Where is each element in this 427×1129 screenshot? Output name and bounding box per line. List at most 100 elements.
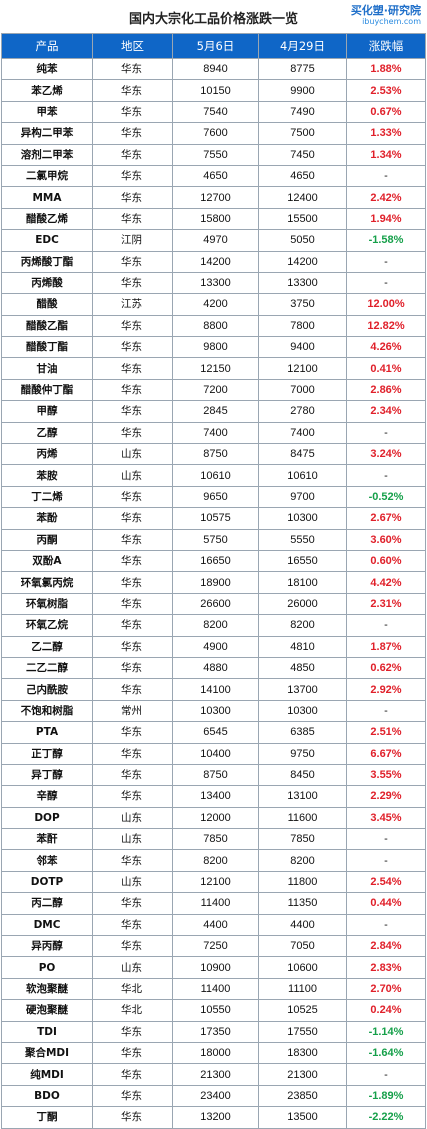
table-row: 不饱和树脂 常州 10300 10300-	[1, 699, 426, 723]
price-apr29-cell: 7450	[258, 143, 347, 166]
change-cell: -1.14%	[346, 1020, 426, 1043]
table-row: 二乙二醇 华东 4880 4850 0.62%	[1, 656, 426, 680]
product-cell: 苯酚	[1, 507, 93, 530]
change-cell: 0.67%	[346, 100, 426, 124]
price-apr29-cell: 8775	[258, 57, 347, 81]
product-cell: TDI	[1, 1020, 93, 1043]
change-cell: -2.22%	[346, 1106, 426, 1129]
price-apr29-cell: 26000	[258, 592, 347, 616]
change-cell: 0.62%	[346, 656, 426, 680]
price-apr29-cell: 18300	[258, 1041, 347, 1065]
table-row: 环氧乙烷 华东 8200 8200-	[1, 614, 426, 637]
table-row: 环氧树脂 华东 26600 26000 2.31%	[1, 592, 426, 616]
price-may6-cell: 2845	[172, 400, 259, 423]
change-cell: 2.31%	[346, 592, 426, 616]
region-cell: 华东	[92, 122, 173, 145]
price-may6-cell: 8750	[172, 443, 259, 466]
change-cell: 2.29%	[346, 785, 426, 808]
product-cell: 苯酐	[1, 828, 93, 851]
region-cell: 华东	[92, 250, 173, 273]
table-row: 苯乙烯 华东 10150 9900 2.53%	[1, 79, 426, 102]
table-row: TDI 华东 17350 17550 -1.14%	[1, 1020, 426, 1043]
price-may6-cell: 18900	[172, 571, 259, 594]
table-row: 醋酸仲丁酯 华东 7200 7000 2.86%	[1, 378, 426, 402]
table-row: 丙二醇 华东 11400 11350 0.44%	[1, 892, 426, 915]
product-cell: 甲苯	[1, 100, 93, 124]
change-cell: -	[346, 849, 426, 872]
product-cell: 苯乙烯	[1, 79, 93, 102]
region-cell: 华东	[92, 378, 173, 402]
product-cell: 乙醇	[1, 421, 93, 445]
change-cell: -0.52%	[346, 485, 426, 509]
price-may6-cell: 7200	[172, 378, 259, 402]
price-apr29-cell: 18100	[258, 571, 347, 594]
table-row: DMC 华东 4400 4400-	[1, 913, 426, 937]
price-apr29-cell: 5550	[258, 528, 347, 551]
table-row: 甲醇 华东 2845 2780 2.34%	[1, 400, 426, 423]
price-may6-cell: 15800	[172, 207, 259, 231]
price-apr29-cell: 10600	[258, 956, 347, 979]
change-cell: 2.84%	[346, 935, 426, 958]
table-row: 丙酮 华东 5750 5550 3.60%	[1, 528, 426, 551]
price-may6-cell: 13300	[172, 271, 259, 295]
price-apr29-cell: 11100	[258, 977, 347, 1001]
region-cell: 江阴	[92, 229, 173, 252]
region-cell: 华北	[92, 977, 173, 1001]
region-cell: 华东	[92, 1106, 173, 1129]
region-cell: 华东	[92, 485, 173, 509]
region-cell: 华东	[92, 57, 173, 81]
column-header-region: 地区	[92, 33, 173, 59]
price-apr29-cell: 13100	[258, 785, 347, 808]
region-cell: 华东	[92, 592, 173, 616]
price-apr29-cell: 7050	[258, 935, 347, 958]
product-cell: 丙烯酸	[1, 271, 93, 295]
change-cell: -	[346, 271, 426, 295]
price-apr29-cell: 4400	[258, 913, 347, 937]
price-may6-cell: 17350	[172, 1020, 259, 1043]
change-cell: 12.82%	[346, 314, 426, 338]
product-cell: 醋酸仲丁酯	[1, 378, 93, 402]
price-apr29-cell: 13500	[258, 1106, 347, 1129]
price-may6-cell: 11400	[172, 977, 259, 1001]
price-apr29-cell: 11350	[258, 892, 347, 915]
product-cell: 环氧乙烷	[1, 614, 93, 637]
product-cell: 甲醇	[1, 400, 93, 423]
price-apr29-cell: 23850	[258, 1084, 347, 1108]
change-cell: 1.87%	[346, 635, 426, 658]
table-header-row: 产品 地区 5月6日 4月29日 涨跌幅	[1, 33, 426, 59]
change-cell: -	[346, 614, 426, 637]
change-cell: 0.41%	[346, 357, 426, 380]
product-cell: 醋酸丁酯	[1, 336, 93, 359]
product-cell: 异丙醇	[1, 935, 93, 958]
product-cell: 纯苯	[1, 57, 93, 81]
column-header-change: 涨跌幅	[346, 33, 426, 59]
price-may6-cell: 6545	[172, 721, 259, 744]
region-cell: 华东	[92, 79, 173, 102]
region-cell: 华东	[92, 892, 173, 915]
price-apr29-cell: 10300	[258, 507, 347, 530]
table-row: 异丁醇 华东 8750 8450 3.55%	[1, 763, 426, 787]
change-cell: 2.42%	[346, 186, 426, 209]
change-cell: 2.53%	[346, 79, 426, 102]
column-header-apr29: 4月29日	[258, 33, 347, 59]
table-row: 丙烯酸 华东 13300 13300-	[1, 271, 426, 295]
page-title: 国内大宗化工品价格涨跌一览	[128, 12, 298, 27]
price-apr29-cell: 10525	[258, 999, 347, 1022]
region-cell: 华东	[92, 721, 173, 744]
product-cell: 邻苯	[1, 849, 93, 872]
price-may6-cell: 8750	[172, 763, 259, 787]
product-cell: PTA	[1, 721, 93, 744]
product-cell: 醋酸乙酯	[1, 314, 93, 338]
price-may6-cell: 7850	[172, 828, 259, 851]
region-cell: 华东	[92, 357, 173, 380]
table-row: 双酚A 华东 16650 16550 0.60%	[1, 549, 426, 573]
table-row: 苯酐 山东 7850 7850-	[1, 828, 426, 851]
table-row: 丁酮 华东 13200 13500 -2.22%	[1, 1106, 426, 1129]
change-cell: 1.94%	[346, 207, 426, 231]
price-may6-cell: 12000	[172, 806, 259, 830]
product-cell: DOTP	[1, 870, 93, 894]
table-row: 聚合MDI 华东 18000 18300 -1.64%	[1, 1041, 426, 1065]
change-cell: 2.34%	[346, 400, 426, 423]
product-cell: EDC	[1, 229, 93, 252]
price-apr29-cell: 2780	[258, 400, 347, 423]
